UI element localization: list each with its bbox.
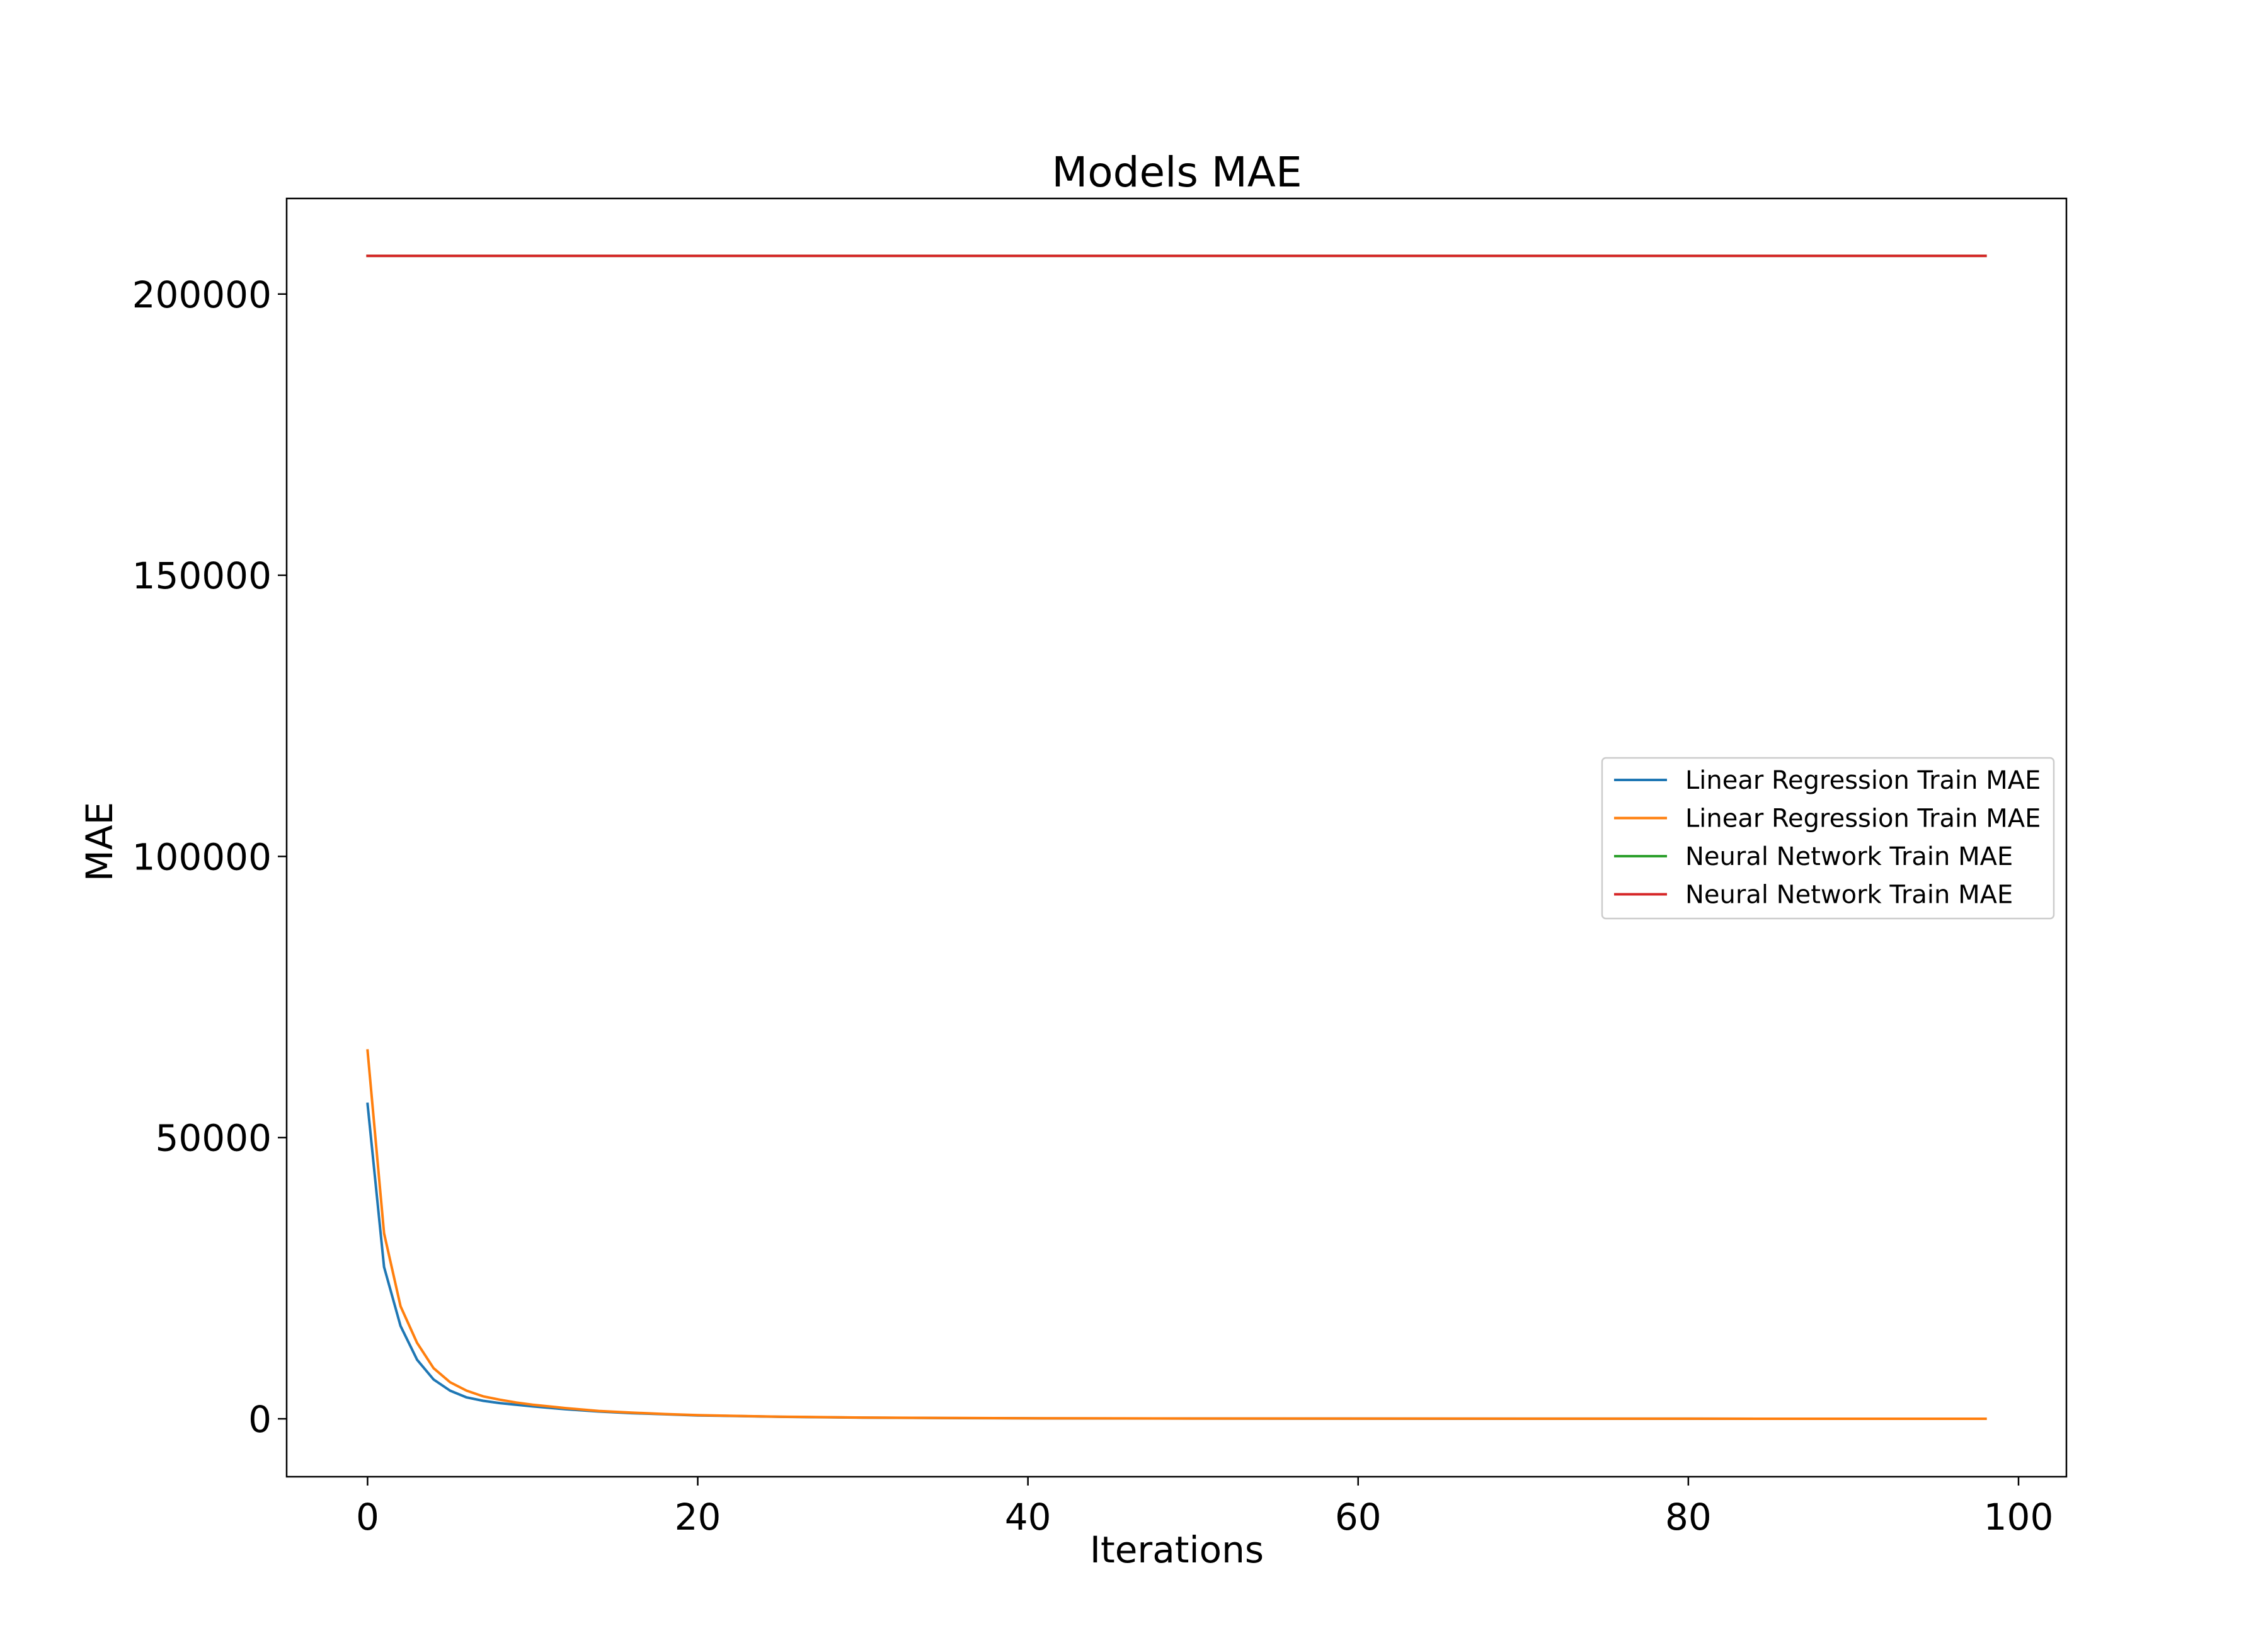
legend-label: Linear Regression Train MAE	[1685, 805, 2041, 833]
y-tick-label: 200000	[132, 273, 272, 316]
x-axis: 0 20 40 60 80 100	[356, 1477, 2053, 1538]
y-axis: 0 50000 100000 150000 200000	[132, 273, 287, 1441]
x-tick-label: 60	[1335, 1496, 1382, 1538]
x-tick-label: 80	[1665, 1496, 1712, 1538]
legend-label: Neural Network Train MAE	[1685, 881, 2013, 910]
legend: Linear Regression Train MAE Linear Regres…	[1601, 757, 2055, 920]
x-tick-label: 0	[356, 1496, 379, 1538]
y-tick-label: 0	[248, 1398, 272, 1441]
series-line-2	[366, 1049, 1987, 1420]
legend-box	[1601, 757, 2055, 920]
chart-title: Models MAE	[1051, 148, 1302, 197]
x-tick-label: 20	[675, 1496, 721, 1538]
y-tick-label: 100000	[132, 835, 272, 878]
series-layer	[366, 255, 1987, 1420]
plot-area-frame	[285, 197, 2068, 1478]
x-axis-label: Iterations	[1090, 1528, 1264, 1571]
y-axis-label: MAE	[78, 802, 121, 881]
x-tick-label: 100	[1984, 1496, 2054, 1538]
legend-label: Linear Regression Train MAE	[1685, 766, 2041, 795]
y-tick-label: 50000	[155, 1117, 272, 1160]
legend-entries: Linear Regression Train MAE Linear Regres…	[1614, 766, 2041, 910]
legend-label: Neural Network Train MAE	[1685, 842, 2013, 871]
y-tick-label: 150000	[132, 554, 272, 597]
x-tick-label: 40	[1005, 1496, 1051, 1538]
